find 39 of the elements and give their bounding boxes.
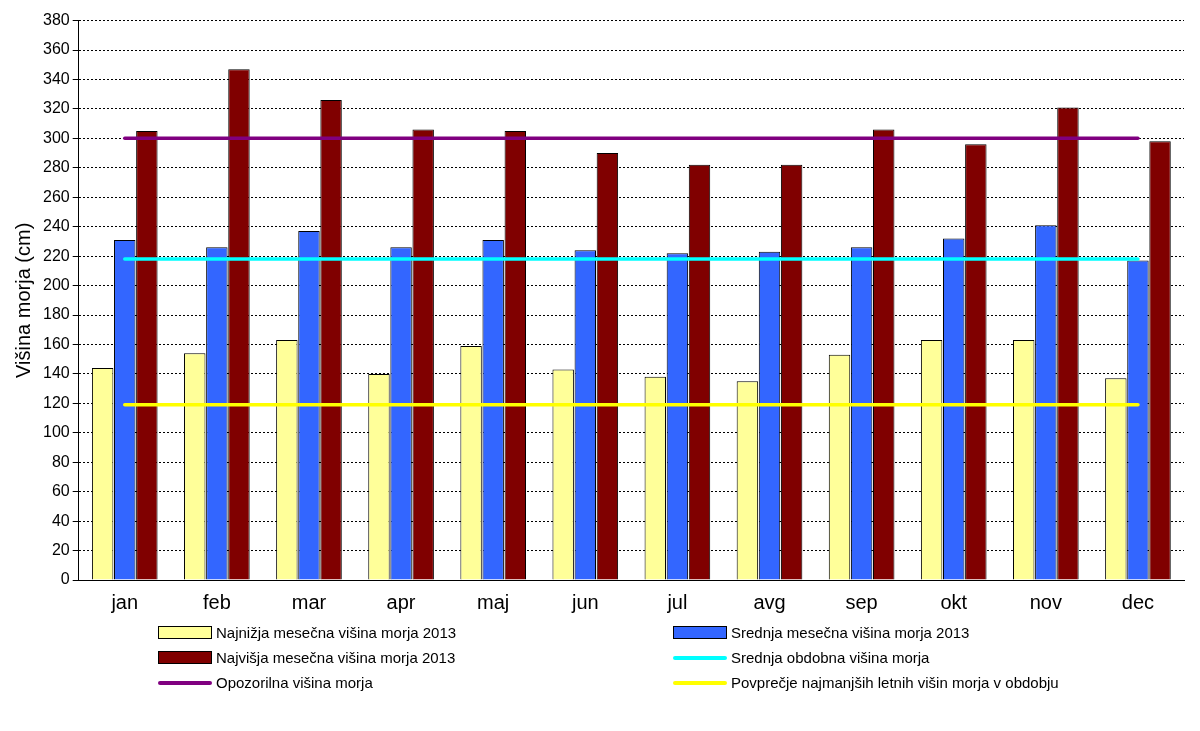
- y-tick-label: 200: [42, 275, 70, 293]
- y-tick-label: 120: [42, 393, 70, 411]
- x-tick-label: jul: [666, 590, 688, 613]
- y-tick-label: 180: [42, 305, 70, 323]
- x-tick-label: jun: [570, 590, 599, 613]
- legend-label: Srednja mesečna višina morja 2013: [731, 624, 970, 641]
- y-tick-label: 340: [42, 69, 70, 87]
- x-tick-label: apr: [386, 590, 416, 613]
- y-tick-label: 60: [51, 482, 70, 500]
- y-tick-label: 380: [42, 11, 70, 29]
- x-tick-label: maj: [477, 590, 510, 613]
- y-tick-label: 280: [42, 158, 70, 176]
- y-tick-label: 100: [42, 423, 70, 441]
- y-tick-label: 260: [42, 187, 70, 205]
- x-tick-label: feb: [202, 590, 231, 613]
- y-tick-label: 220: [42, 246, 70, 264]
- y-tick-label: 80: [51, 452, 70, 470]
- x-tick-label: nov: [1029, 590, 1062, 613]
- x-tick-label: okt: [940, 590, 968, 613]
- y-tick-label: 300: [42, 128, 70, 146]
- x-tick-label: dec: [1121, 590, 1155, 613]
- legend-label: Srednja obdobna višina morja: [731, 649, 930, 666]
- y-tick-label: 0: [60, 570, 70, 588]
- legend-label: Najnižja mesečna višina morja 2013: [216, 624, 457, 641]
- y-tick-label: 140: [42, 364, 70, 382]
- y-tick-label: 20: [51, 540, 70, 558]
- y-tick-label: 240: [42, 217, 70, 235]
- y-tick-label: 360: [42, 40, 70, 58]
- y-tick-label: 320: [42, 99, 70, 117]
- y-tick-label: 160: [42, 334, 70, 352]
- legend-label: Najvišja mesečna višina morja 2013: [216, 649, 456, 666]
- legend-label: Opozorilna višina morja: [216, 674, 373, 691]
- x-tick-label: mar: [291, 590, 327, 613]
- legend-label: Povprečje najmanjših letnih višin morja v obdobju: [731, 674, 1059, 691]
- y-axis-title: Višina morja (cm): [11, 222, 34, 378]
- x-tick-label: jan: [110, 590, 139, 613]
- x-tick-label: sep: [845, 590, 878, 613]
- y-tick-label: 40: [51, 511, 70, 529]
- x-tick-label: avg: [753, 590, 786, 613]
